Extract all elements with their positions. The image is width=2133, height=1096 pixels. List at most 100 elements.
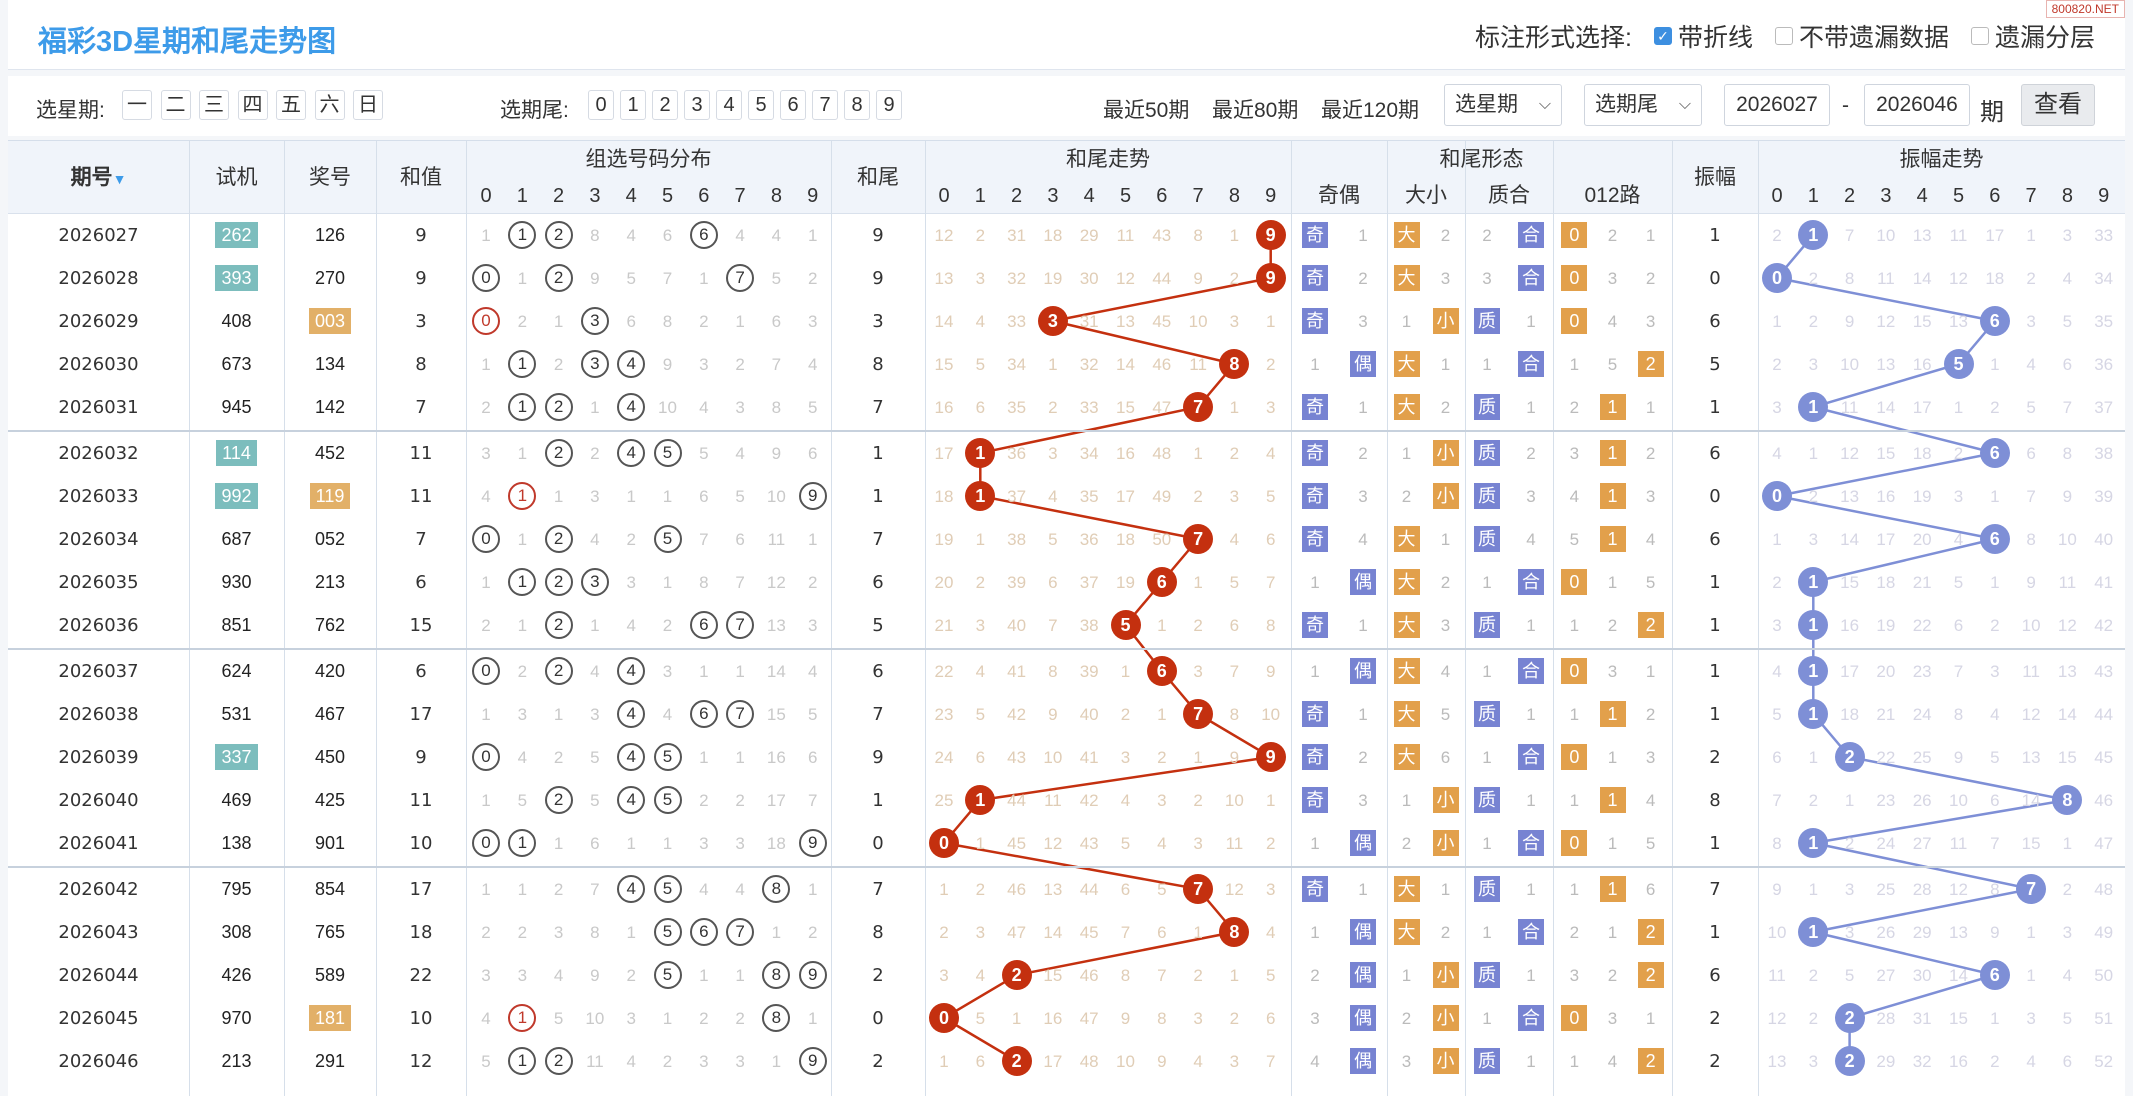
odd-even-miss: 1 [1310,662,1320,681]
checkbox-icon[interactable] [1774,27,1793,45]
distribution-miss-value: 1 [481,573,491,592]
tail-cell: 1 [872,790,884,811]
distribution-miss-value: 1 [699,269,709,288]
route-012-tag: 1 [1599,394,1626,420]
prime-composite-tag: 质 [1474,308,1500,334]
amplitude-trend-miss: 20 [1912,530,1932,549]
amplitude-trend-miss: 47 [2094,834,2114,853]
prize-number-cell: 420 [284,650,376,693]
amplitude-trend-miss: 9 [1990,923,2000,942]
tail-trend-miss: 33 [1079,398,1099,417]
trend-digit-header: 8 [1228,185,1240,207]
prime-composite-miss: 1 [1482,355,1492,374]
tail-button[interactable]: 2 [652,90,678,120]
option-missing-layer[interactable]: 遗漏分层 [1970,18,2095,54]
tail-trend-miss: 9 [1120,1009,1131,1028]
amp-digit-header: 2 [1844,185,1856,207]
tail-cell: 0 [872,833,884,854]
distribution-hit-ring: 5 [653,875,682,903]
tail-button[interactable]: 8 [844,90,870,120]
tail-trend-miss: 5 [1120,834,1131,853]
route-012-miss: 3 [1569,966,1580,985]
big-small-miss: 6 [1440,748,1451,767]
distribution-miss-value: 5 [517,791,528,810]
sort-down-icon[interactable]: ▼ [112,171,127,187]
option-polyline[interactable]: ✓ 带折线 [1653,18,1753,54]
sum-cell: 7 [415,397,427,418]
prime-composite-tag: 质 [1474,483,1500,509]
issue-to-input[interactable]: 2026046 [1864,84,1970,126]
column-divider [1387,141,1388,1096]
weekday-button[interactable]: 日 [353,90,383,120]
test-number-cell: 970 [189,997,284,1040]
distribution-miss-value: 5 [590,791,600,810]
issue-cell: 2026040 [58,790,139,811]
option-polyline-label: 带折线 [1677,24,1753,52]
amplitude-trend-miss: 11 [2058,573,2077,592]
big-small-miss: 4 [1440,662,1451,681]
test-number-cell: 992 [189,475,284,518]
distribution-miss-value: 4 [807,662,818,681]
weekday-button[interactable]: 六 [314,90,345,120]
option-no-missing[interactable]: 不带遗漏数据 [1774,18,1949,54]
amplitude-trend-miss: 2 [1844,834,1855,853]
distribution-hit-ring: 5 [653,439,682,467]
issue-from-input[interactable]: 2026027 [1724,84,1830,126]
amplitude-trend-miss: 14 [1949,966,1968,985]
amplitude-trend-ball: 6 [1979,438,2010,468]
prize-number-cell: 052 [284,518,376,561]
recent-120-link[interactable]: 最近120期 [1321,99,1420,122]
prize-number: 450 [314,747,346,767]
weekday-button[interactable]: 二 [160,90,191,120]
tail-button[interactable]: 6 [780,90,806,120]
big-small-tag: 小 [1432,1005,1459,1031]
trend-table: 期号▼ 试机 奖号 和值 组选号码分布 和尾 和尾走势 和尾形态 振幅 振幅走势 0 0 0 1 1 1 2 2 2… [8,140,2125,1096]
issue-cell: 2026036 [58,615,139,636]
big-small-tag: 小 [1432,308,1459,334]
odd-even-miss: 1 [1358,705,1368,724]
checkbox-icon[interactable] [1970,27,1989,45]
odd-even-miss: 2 [1358,444,1368,463]
issue-sort-header[interactable]: 期号▼ [8,141,189,216]
tail-trend-miss: 34 [1079,444,1099,463]
tail-trend-ball: 7 [1183,699,1214,729]
tail-trend-miss: 2 [1193,966,1203,985]
distribution-miss-value: 2 [662,616,673,635]
big-small-tag: 小 [1432,830,1459,856]
tail-button[interactable]: 0 [588,90,614,120]
tail-select[interactable]: 选期尾 ⌵ [1584,84,1702,126]
tail-button[interactable]: 1 [620,90,646,120]
weekday-button[interactable]: 一 [122,90,152,120]
tail-cell: 5 [872,615,884,636]
weekday-button[interactable]: 三 [199,90,229,120]
distribution-miss-value: 7 [735,573,745,592]
tail-button[interactable]: 3 [684,90,710,120]
amplitude-trend-ball: 2 [1834,742,1865,772]
recent-50-link[interactable]: 最近50期 [1103,99,1190,122]
big-small-miss: 1 [1440,530,1451,549]
recent-80-link[interactable]: 最近80期 [1212,99,1299,122]
search-button[interactable]: 查看 [2021,84,2095,126]
week-select[interactable]: 选星期 ⌵ [1444,84,1562,126]
amplitude-trend-header: 振幅走势 [1899,148,1984,171]
sum-cell: 9 [415,225,427,246]
distribution-miss-value: 10 [766,487,786,506]
distribution-miss-value: 2 [517,312,528,331]
route-012-tag: 0 [1561,222,1588,248]
distribution-hit-ring: 4 [617,875,646,903]
weekday-button[interactable]: 五 [276,90,306,120]
weekday-button[interactable]: 四 [237,90,268,120]
route-012-miss: 1 [1645,398,1656,417]
sum-cell: 18 [409,922,433,943]
tail-button[interactable]: 4 [716,90,742,120]
tail-button[interactable]: 7 [812,90,838,120]
amplitude-trend-miss: 12 [1767,1009,1787,1028]
prize-number: 291 [314,1051,346,1071]
amplitude-trend-ball: 1 [1798,917,1829,947]
checkbox-checked-icon[interactable]: ✓ [1653,27,1672,45]
tail-trend-miss: 40 [1079,705,1099,724]
tail-button[interactable]: 9 [876,90,902,120]
amplitude-trend-miss: 5 [2026,398,2036,417]
sum-cell: 22 [409,965,433,986]
tail-button[interactable]: 5 [748,90,774,120]
